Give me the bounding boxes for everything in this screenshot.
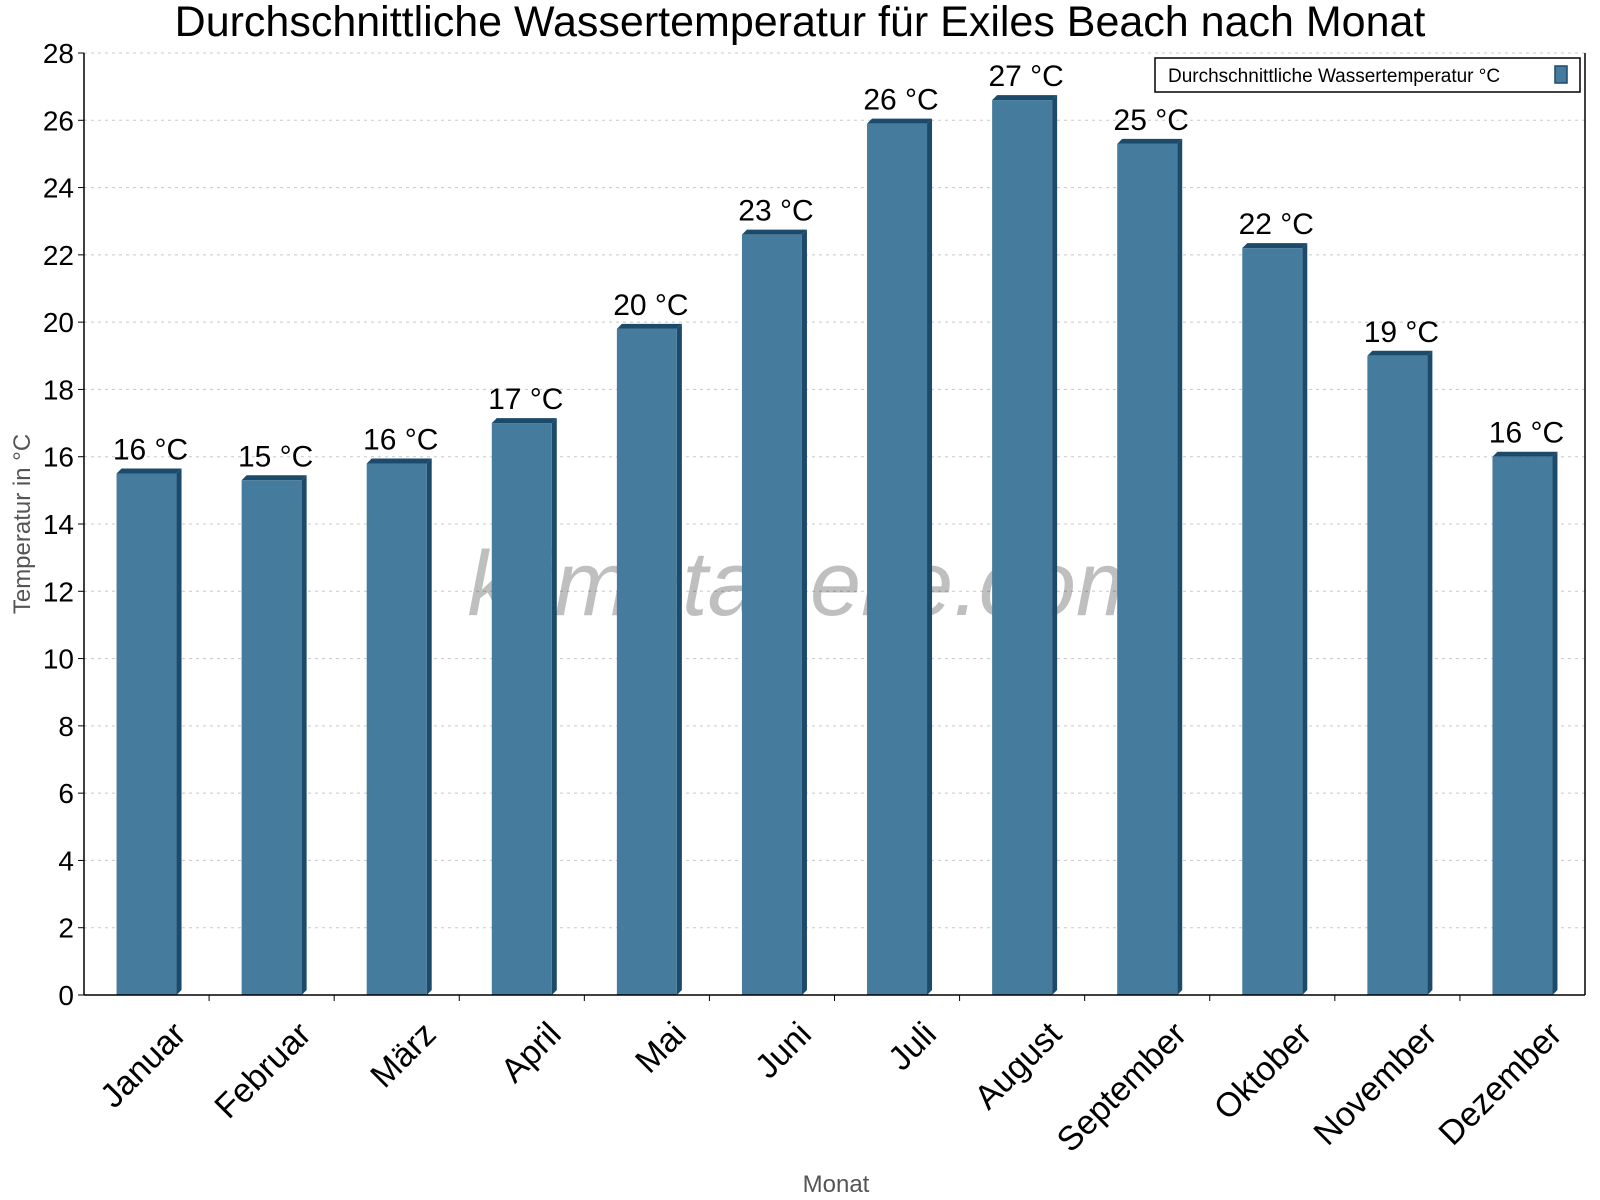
- y-tick-label: 14: [43, 509, 74, 540]
- legend-swatch: [1554, 65, 1568, 84]
- data-label: 25 °C: [1114, 104, 1189, 137]
- bar-märz: 16 °C: [363, 423, 438, 995]
- bar-side: [551, 418, 557, 996]
- y-tick-label: 24: [43, 173, 74, 204]
- y-tick-label: 8: [58, 711, 74, 742]
- bar-top: [1367, 350, 1433, 356]
- x-tick-label: Februar: [207, 1015, 318, 1126]
- y-tick-label: 2: [58, 913, 74, 944]
- chart-title: Durchschnittliche Wassertemperatur für E…: [175, 0, 1426, 46]
- data-label: 20 °C: [613, 289, 688, 322]
- x-tick-label: August: [967, 1015, 1069, 1117]
- bar-januar: 16 °C: [113, 434, 188, 995]
- y-tick-label: 20: [43, 307, 74, 338]
- bar-top: [1242, 243, 1308, 249]
- bar-top: [116, 468, 182, 474]
- bar-mai: 20 °C: [613, 289, 689, 995]
- grid-lines: [84, 52, 1585, 929]
- bar: [1492, 456, 1553, 995]
- y-tick-label: 18: [43, 374, 74, 405]
- bar-top: [616, 323, 682, 329]
- bar-april: 17 °C: [488, 383, 563, 996]
- bar-side: [301, 475, 307, 995]
- y-tick-label: 0: [58, 980, 74, 1011]
- x-tick-label: März: [363, 1015, 443, 1095]
- bar-top: [1492, 451, 1558, 457]
- bar-februar: 15 °C: [238, 440, 313, 995]
- x-tick-label: Oktober: [1207, 1015, 1319, 1127]
- legend: Durchschnittliche Wassertemperatur °C: [1154, 57, 1581, 93]
- x-tick-label: September: [1050, 1015, 1194, 1159]
- y-tick-label: 28: [43, 38, 74, 69]
- bar-juli: 26 °C: [863, 84, 939, 995]
- bar-side: [1302, 243, 1308, 996]
- bar-side: [1552, 451, 1558, 995]
- y-tick-label: 26: [43, 105, 74, 136]
- y-tick-label: 16: [43, 442, 74, 473]
- data-label: 15 °C: [238, 440, 313, 473]
- y-tick-label: 4: [58, 845, 74, 876]
- bar-side: [1427, 350, 1433, 995]
- bar: [1117, 143, 1178, 996]
- bar-top: [992, 95, 1058, 101]
- y-tick-label: 22: [43, 240, 74, 271]
- bar-side: [1177, 138, 1183, 996]
- bar: [1242, 248, 1303, 996]
- data-label: 16 °C: [363, 423, 438, 456]
- bar-side: [1052, 95, 1058, 996]
- bar-oktober: 22 °C: [1239, 208, 1314, 996]
- bar-side: [176, 468, 182, 995]
- bar-top: [366, 458, 432, 464]
- bar: [867, 123, 928, 995]
- bar-side: [426, 458, 432, 995]
- bars: 16 °C 15 °C 16 °C 17 °C 20 °C 23 °C 26 °C 27 °C…: [113, 60, 1564, 996]
- bar-top: [867, 118, 933, 124]
- bar: [616, 328, 677, 995]
- bar-november: 19 °C: [1364, 316, 1439, 995]
- bar-top: [491, 418, 557, 424]
- data-label: 27 °C: [988, 60, 1063, 93]
- data-label: 23 °C: [738, 195, 813, 228]
- bar-side: [927, 118, 933, 995]
- data-label: 19 °C: [1364, 316, 1439, 349]
- data-label: 26 °C: [863, 84, 938, 117]
- bar: [116, 473, 177, 995]
- bar-side: [676, 323, 682, 995]
- bar: [491, 423, 552, 996]
- x-tick-label: Dezember: [1432, 1015, 1570, 1153]
- x-tick-label: Mai: [628, 1015, 694, 1081]
- x-tick-label: November: [1306, 1015, 1444, 1153]
- data-label: 16 °C: [113, 434, 188, 467]
- x-axis-title: Monat: [803, 1171, 870, 1198]
- bar: [241, 480, 302, 995]
- x-tick-label: Januar: [93, 1015, 193, 1115]
- bar-august: 27 °C: [988, 60, 1064, 996]
- y-tick-label: 12: [43, 576, 74, 607]
- data-label: 17 °C: [488, 383, 563, 416]
- data-label: 16 °C: [1489, 417, 1564, 450]
- bar: [992, 100, 1053, 996]
- bar-side: [801, 229, 807, 995]
- bar: [366, 463, 427, 995]
- bar-juni: 23 °C: [738, 195, 814, 995]
- y-axis-title: Temperatur in °C: [9, 434, 36, 614]
- legend-label: Durchschnittliche Wassertemperatur °C: [1168, 66, 1500, 87]
- bar: [741, 234, 802, 995]
- y-tick-label: 10: [43, 644, 74, 675]
- bar-september: 25 °C: [1114, 104, 1189, 996]
- x-tick-label: Juni: [748, 1015, 819, 1086]
- y-tick-label: 6: [58, 778, 74, 809]
- bar: [1367, 355, 1428, 995]
- bar-top: [1117, 138, 1183, 144]
- data-label: 22 °C: [1239, 208, 1314, 241]
- x-tick-label: April: [494, 1015, 569, 1090]
- bar-top: [741, 229, 807, 235]
- bar-dezember: 16 °C: [1489, 417, 1564, 995]
- x-tick-label: Juli: [881, 1015, 944, 1078]
- bar-top: [241, 475, 307, 481]
